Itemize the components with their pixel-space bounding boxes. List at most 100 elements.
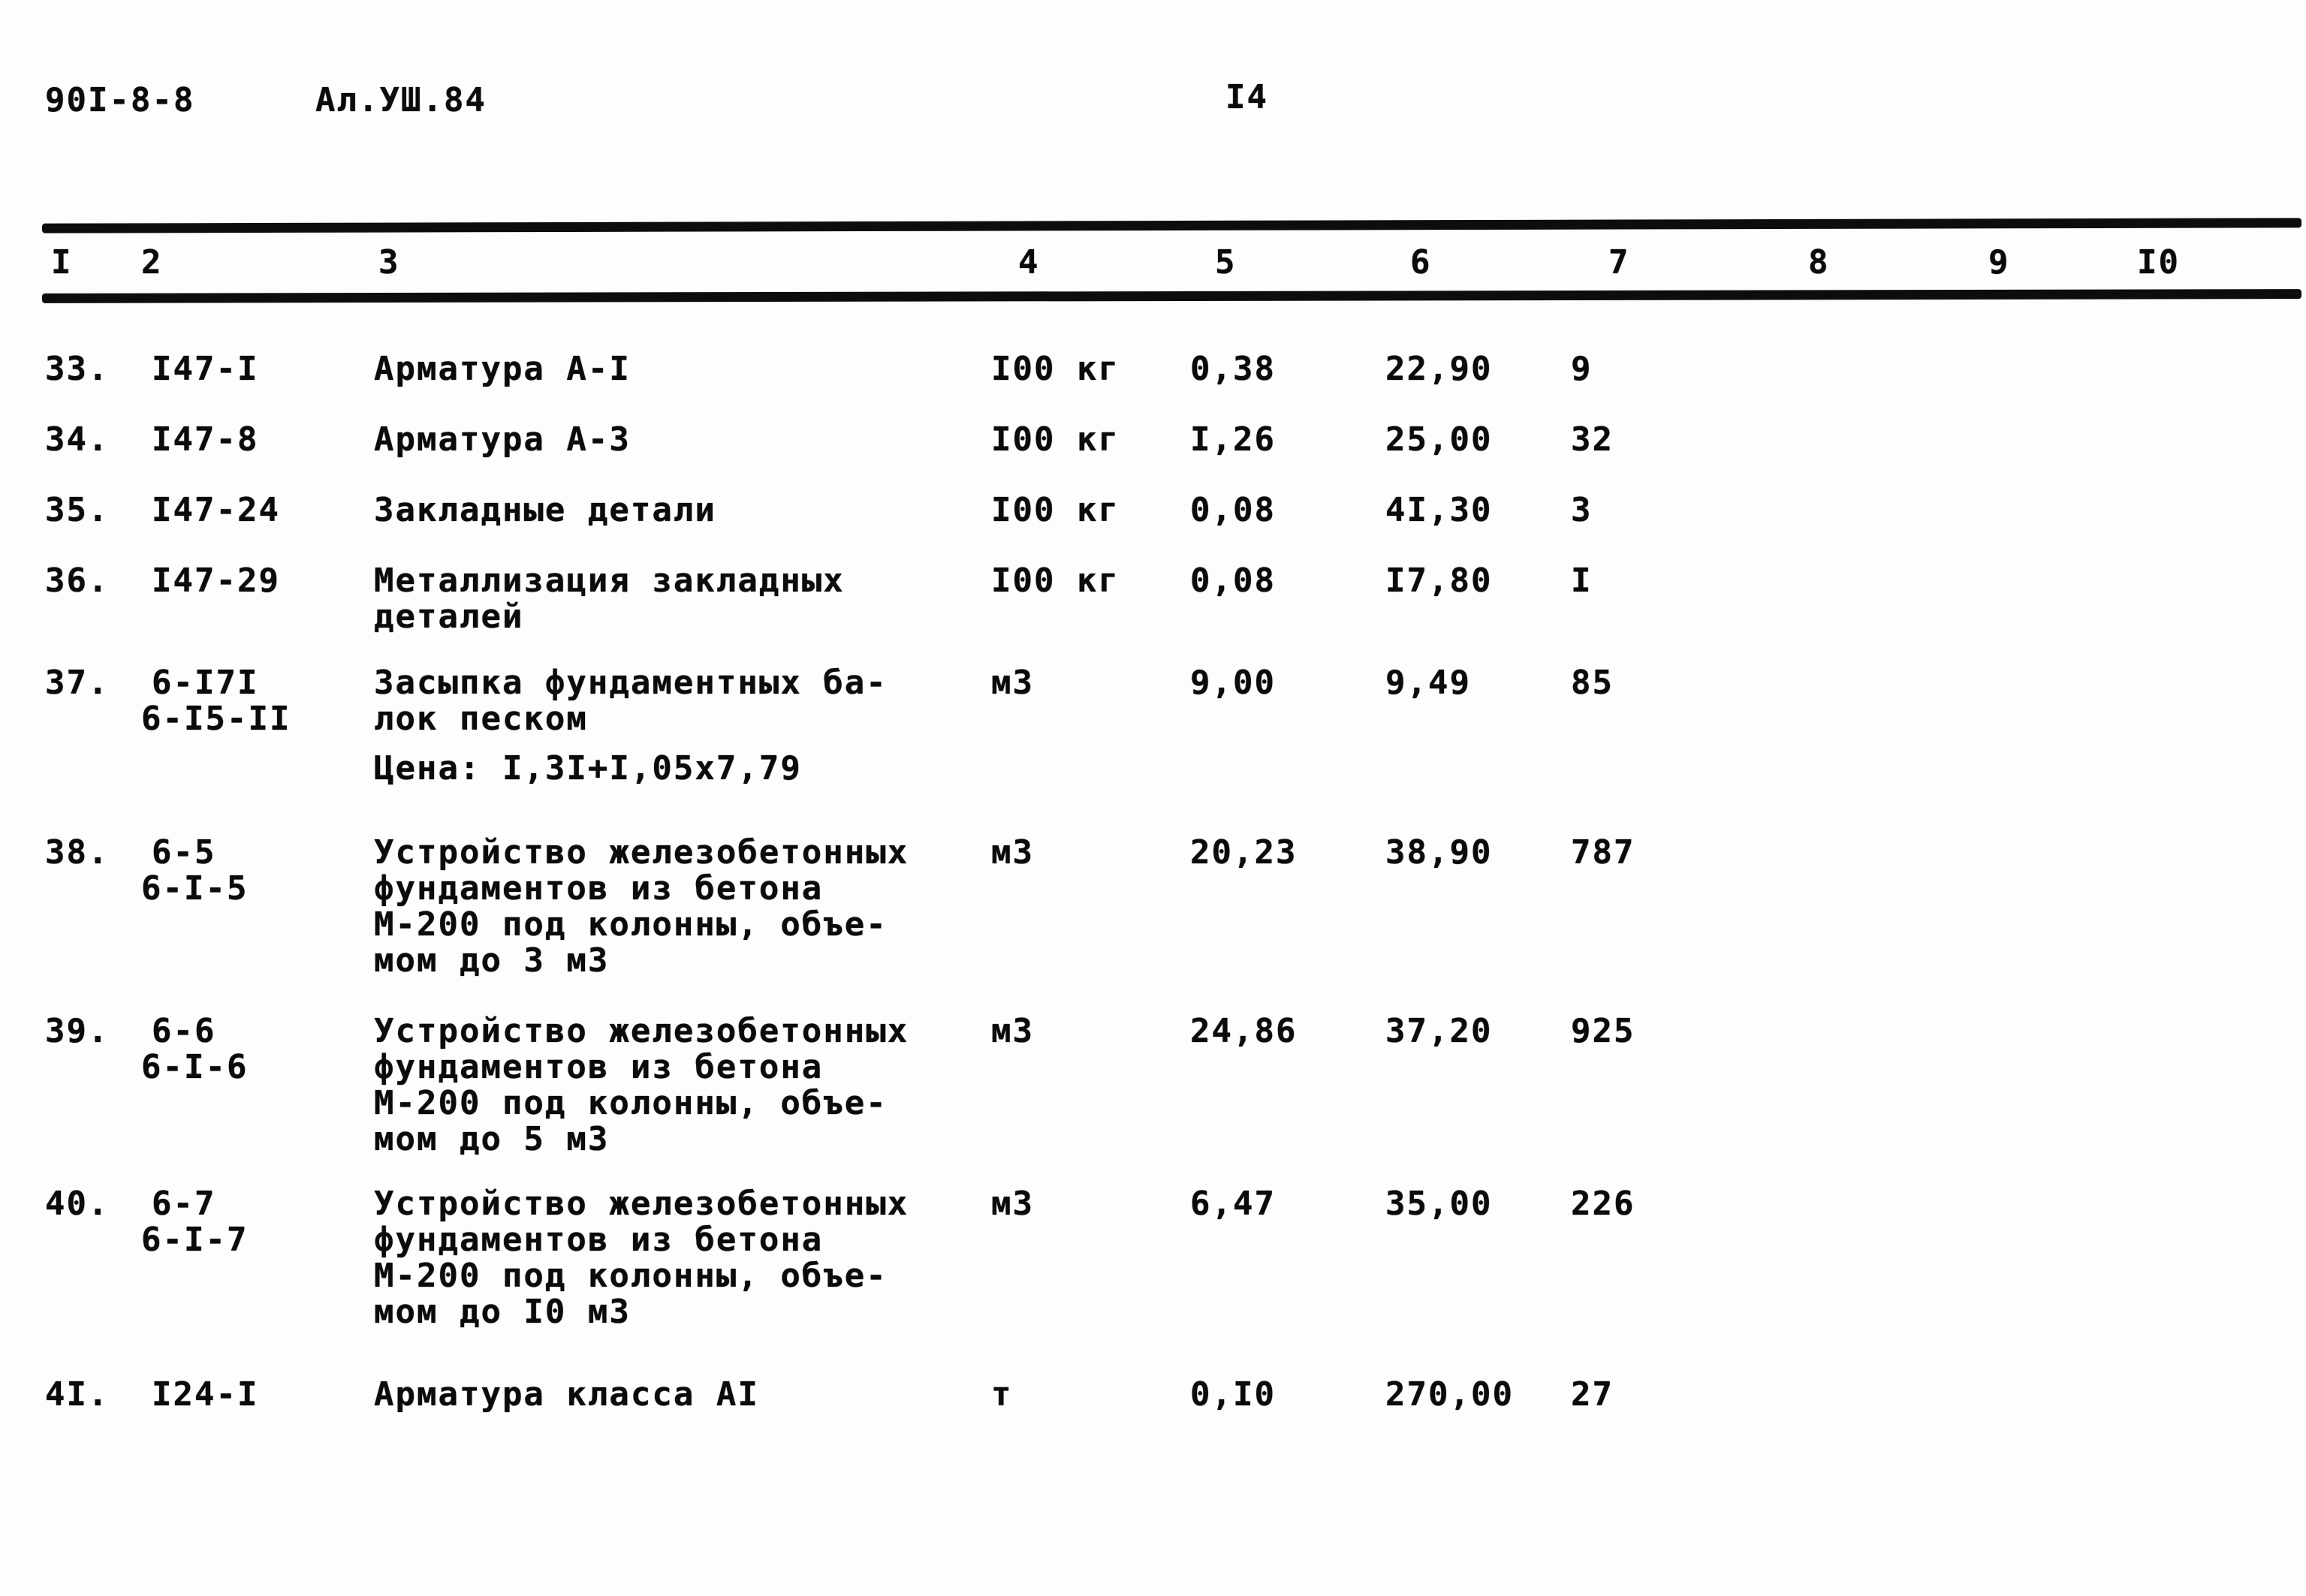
row-total: I [1571, 562, 1593, 600]
row-total: 226 [1571, 1185, 1635, 1223]
row-description-line: Устройство железобетонных [374, 1012, 909, 1050]
row-code: 6-I5-II [141, 700, 291, 738]
column-header: 3 [378, 243, 400, 282]
row-unit-price: 4I,30 [1385, 491, 1493, 529]
row-unit: м3 [991, 1012, 1034, 1050]
row-code: 6-6 [152, 1012, 216, 1050]
row-unit-price: 38,90 [1385, 833, 1493, 872]
row-code: 6-5 [152, 833, 216, 872]
row-codes: 6-I7I 6-I5-II [141, 665, 291, 737]
doc-number: 90I-8-8 [45, 81, 195, 119]
row-description: Устройство железобетонных фундаментов из … [374, 1013, 909, 1158]
row-total: 787 [1571, 833, 1635, 872]
column-header: 4 [1018, 243, 1040, 282]
column-header: 7 [1608, 243, 1630, 282]
row-code: 6-I-7 [141, 1221, 249, 1259]
row-number: 37. [45, 664, 110, 702]
column-header: 9 [1988, 243, 2010, 282]
row-codes: I24-I [141, 1377, 258, 1413]
row-description-line: Устройство железобетонных [374, 833, 909, 872]
row-description: Арматура класса АI [374, 1377, 759, 1413]
row-quantity: 0,38 [1190, 350, 1276, 388]
column-header: 2 [141, 243, 163, 282]
row-description-line: фундаментов из бетона [374, 869, 824, 908]
column-header: I0 [2137, 243, 2180, 282]
row-description: Металлизация закладных деталей [374, 563, 845, 635]
row-total: 32 [1571, 420, 1614, 459]
row-codes: I47-I [141, 351, 258, 387]
column-header: I [51, 243, 73, 282]
row-number: 36. [45, 562, 110, 600]
row-code: 6-I-5 [141, 869, 249, 908]
row-code: I47-24 [152, 491, 280, 529]
row-code: I47-29 [152, 562, 280, 600]
row-description-line: лок песком [374, 700, 588, 738]
row-description-line: М-200 под колонны, объе- [374, 1084, 888, 1122]
row-number: 39. [45, 1012, 110, 1050]
album-code: Ал.УШ.84 [315, 81, 487, 119]
row-number: 4I. [45, 1375, 110, 1414]
row-unit-price: 22,90 [1385, 350, 1493, 388]
row-description-line: мом до 5 м3 [374, 1120, 610, 1158]
row-description: Устройство железобетонных фундаментов из … [374, 835, 909, 979]
column-header: 6 [1410, 243, 1432, 282]
row-price-note: Цена: I,3I+I,05х7,79 [374, 749, 802, 787]
row-unit: м3 [991, 664, 1034, 702]
row-total: 85 [1571, 664, 1614, 702]
row-description-line: деталей [374, 598, 524, 636]
row-quantity: 20,23 [1190, 833, 1298, 872]
row-quantity: 0,08 [1190, 491, 1276, 529]
row-codes: 6-7 6-I-7 [141, 1186, 248, 1258]
row-unit-price: 25,00 [1385, 420, 1493, 459]
row-description-line: Засыпка фундаментных ба- [374, 664, 888, 702]
row-description: Засыпка фундаментных ба-лок песком Цена: … [374, 665, 888, 787]
row-number: 38. [45, 833, 110, 872]
row-codes: I47-24 [141, 492, 280, 528]
row-number: 40. [45, 1185, 110, 1223]
row-description-line: Арматура А-3 [374, 420, 631, 459]
row-unit: I00 кг [991, 562, 1120, 600]
row-description-line: М-200 под колонны, объе- [374, 905, 888, 944]
row-quantity: 0,08 [1190, 562, 1276, 600]
row-description-line: Закладные детали [374, 491, 716, 529]
row-description-line: Металлизация закладных [374, 562, 845, 600]
row-total: 27 [1571, 1375, 1614, 1414]
row-codes: I47-29 [141, 563, 280, 599]
column-header: 5 [1215, 243, 1237, 282]
row-unit-price: I7,80 [1385, 562, 1493, 600]
row-total: 925 [1571, 1012, 1635, 1050]
row-unit: м3 [991, 1185, 1034, 1223]
row-unit-price: 37,20 [1385, 1012, 1493, 1050]
row-description-line: мом до I0 м3 [374, 1293, 631, 1331]
row-code: I24-I [152, 1375, 259, 1414]
row-unit: м3 [991, 833, 1034, 872]
row-description-line: Арматура класса АI [374, 1375, 759, 1414]
row-quantity: 24,86 [1190, 1012, 1298, 1050]
row-description: Устройство железобетонных фундаментов из … [374, 1186, 909, 1330]
row-quantity: I,26 [1190, 420, 1276, 459]
row-description-line: фундаментов из бетона [374, 1048, 824, 1086]
row-number: 33. [45, 350, 110, 388]
row-code: 6-I-6 [141, 1048, 249, 1086]
row-number: 34. [45, 420, 110, 459]
row-description-line: фундаментов из бетона [374, 1221, 824, 1259]
row-quantity: 6,47 [1190, 1185, 1276, 1223]
row-description-line: мом до 3 м3 [374, 941, 610, 980]
row-description: Закладные детали [374, 492, 716, 528]
row-unit: I00 кг [991, 420, 1120, 459]
page-number: I4 [1225, 78, 1268, 116]
row-unit: I00 кг [991, 491, 1120, 529]
row-description: Арматура А-I [374, 351, 631, 387]
row-code: 6-7 [152, 1185, 216, 1223]
row-unit: т [991, 1375, 1013, 1414]
row-codes: 6-5 6-I-5 [141, 835, 248, 907]
row-number: 35. [45, 491, 110, 529]
row-description-line: М-200 под колонны, объе- [374, 1257, 888, 1295]
row-total: 9 [1571, 350, 1593, 388]
row-codes: 6-6 6-I-6 [141, 1013, 248, 1086]
table-header-rule [41, 289, 2302, 303]
row-unit: I00 кг [991, 350, 1120, 388]
row-codes: I47-8 [141, 422, 258, 458]
row-unit-price: 9,49 [1385, 664, 1471, 702]
